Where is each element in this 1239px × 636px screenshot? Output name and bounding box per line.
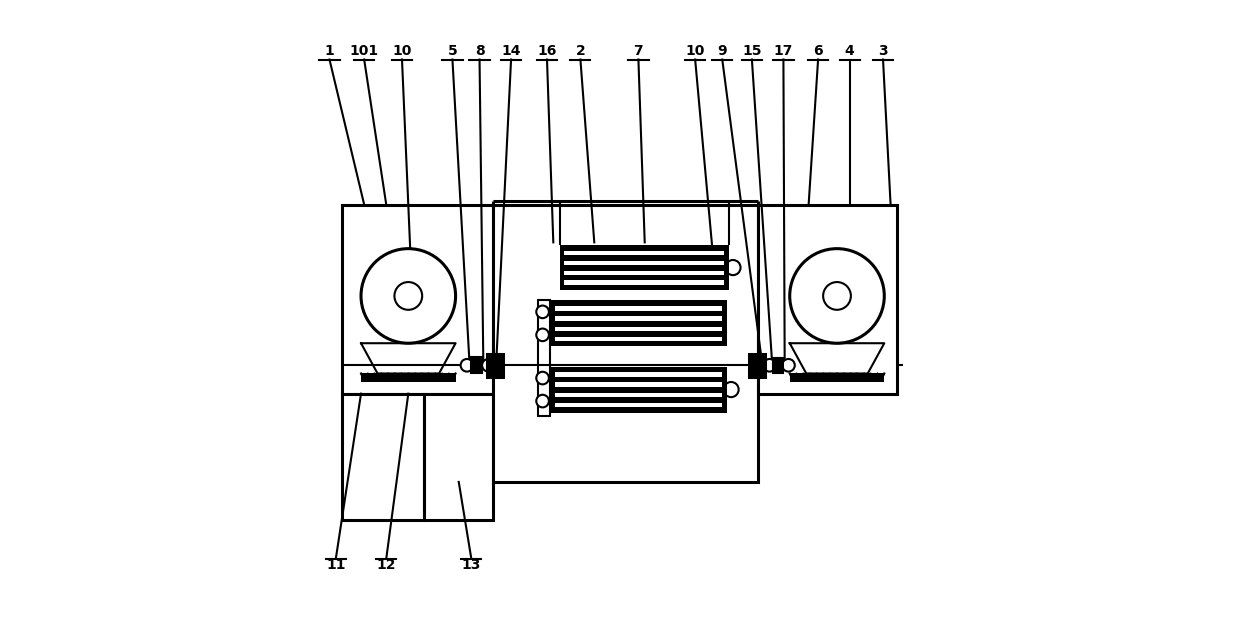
Bar xyxy=(471,357,482,373)
Text: 15: 15 xyxy=(742,45,762,59)
Bar xyxy=(361,373,456,382)
Bar xyxy=(564,261,724,265)
Bar xyxy=(555,403,722,408)
Circle shape xyxy=(461,359,473,371)
Bar xyxy=(555,316,722,321)
Bar xyxy=(550,300,727,347)
Circle shape xyxy=(536,305,549,318)
Bar xyxy=(550,366,727,413)
Bar xyxy=(564,251,724,255)
Text: 10: 10 xyxy=(685,45,705,59)
Text: 14: 14 xyxy=(502,45,520,59)
Text: 5: 5 xyxy=(447,45,457,59)
Bar xyxy=(564,270,724,275)
Text: 101: 101 xyxy=(349,45,379,59)
Bar xyxy=(560,245,729,289)
Text: 3: 3 xyxy=(878,45,888,59)
Circle shape xyxy=(724,382,738,397)
Circle shape xyxy=(763,359,776,371)
Bar xyxy=(758,205,897,394)
Text: 2: 2 xyxy=(576,45,585,59)
Text: 9: 9 xyxy=(717,45,727,59)
Bar xyxy=(555,336,722,342)
Text: 13: 13 xyxy=(462,558,481,572)
Bar xyxy=(555,392,722,398)
Bar xyxy=(748,354,766,377)
Text: 6: 6 xyxy=(813,45,823,59)
Bar xyxy=(538,300,550,416)
Text: 8: 8 xyxy=(475,45,484,59)
Circle shape xyxy=(725,260,741,275)
Bar xyxy=(342,394,424,520)
Bar xyxy=(555,326,722,331)
Text: 1: 1 xyxy=(325,45,335,59)
Text: 12: 12 xyxy=(377,558,396,572)
Circle shape xyxy=(394,282,422,310)
Circle shape xyxy=(536,329,549,341)
Text: 7: 7 xyxy=(633,45,643,59)
Bar xyxy=(773,357,783,373)
Bar xyxy=(342,205,493,394)
Text: 11: 11 xyxy=(326,558,346,572)
Bar xyxy=(493,205,758,482)
Circle shape xyxy=(536,395,549,408)
Text: 16: 16 xyxy=(538,45,556,59)
Circle shape xyxy=(361,249,456,343)
Circle shape xyxy=(789,249,885,343)
Circle shape xyxy=(482,359,494,371)
Bar xyxy=(555,382,722,387)
Text: 17: 17 xyxy=(773,45,793,59)
Text: 4: 4 xyxy=(845,45,855,59)
Bar xyxy=(487,354,503,377)
Bar xyxy=(564,280,724,285)
Bar xyxy=(789,373,885,382)
Circle shape xyxy=(536,372,549,384)
Bar xyxy=(555,306,722,310)
Circle shape xyxy=(823,282,851,310)
Text: 10: 10 xyxy=(393,45,411,59)
Bar xyxy=(424,394,493,520)
Bar xyxy=(555,372,722,377)
Circle shape xyxy=(782,359,794,371)
